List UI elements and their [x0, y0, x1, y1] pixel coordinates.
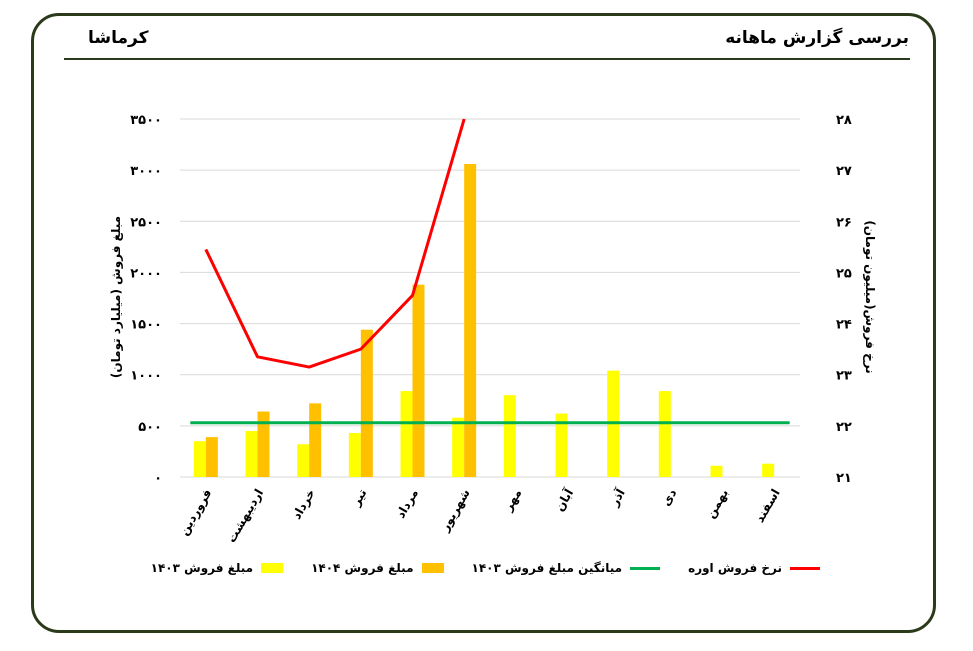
left-tick-label: ۵۰۰ — [138, 420, 162, 435]
left-tick-label: ۲۰۰۰ — [130, 266, 162, 281]
legend-label-avg-1403: میانگین مبلغ فروش ۱۴۰۳ — [471, 561, 623, 575]
left-tick-label: ۱۵۰۰ — [130, 318, 162, 333]
right-tick-label: ۲۶ — [836, 215, 852, 230]
bar-sales-1404 — [464, 164, 477, 477]
line-series — [190, 118, 790, 425]
category-label: شهریور — [437, 486, 474, 534]
report-frame — [31, 13, 936, 633]
page-title: بررسی گزارش ماهانه — [725, 28, 909, 48]
legend-swatch-urea-rate — [790, 566, 820, 570]
right-axis-ticks: ۲۱ ۲۲ ۲۳ ۲۴ ۲۵ ۲۶ ۲۷ ۲۸ — [836, 113, 852, 486]
category-label: خرداد — [289, 487, 317, 522]
legend-label-sales-1403: مبلغ فروش ۱۴۰۳ — [150, 561, 254, 575]
bar-sales-1403 — [348, 433, 361, 477]
bar-sales-1404 — [205, 437, 218, 477]
legend-swatch-sales-1404 — [421, 563, 444, 573]
legend-label-sales-1404: مبلغ فروش ۱۴۰۴ — [311, 561, 414, 575]
category-labels: فروردین اردیبهشت خرداد تیر مرداد شهریور مهر آبا… — [177, 485, 783, 545]
category-label: آبان — [551, 485, 576, 514]
category-label: تیر — [348, 487, 369, 509]
legend-swatch-avg-1403 — [630, 566, 661, 570]
right-tick-label: ۲۳ — [836, 369, 852, 384]
left-axis-ticks: ۰ ۵۰۰ ۱۰۰۰ ۱۵۰۰ ۲۰۰۰ ۲۵۰۰ ۳۰۰۰ ۳۵۰۰ — [130, 113, 162, 486]
bar-sales-1403 — [658, 391, 671, 477]
bar-sales-1403 — [452, 417, 465, 477]
legend-item-sales-1403: مبلغ فروش ۱۴۰۳ — [150, 561, 284, 575]
legend-item-avg-1403: میانگین مبلغ فروش ۱۴۰۳ — [472, 561, 661, 575]
legend-item-urea-rate: نرخ فروش اوره — [688, 561, 820, 575]
line-urea-rate — [204, 118, 466, 369]
left-tick-label: ۰ — [154, 471, 162, 486]
bar-sales-1403 — [193, 441, 206, 477]
left-tick-label: ۳۵۰۰ — [130, 113, 162, 128]
category-label: آذر — [606, 485, 629, 509]
bar-sales-1403 — [245, 430, 258, 477]
legend-swatch-sales-1403 — [261, 563, 284, 573]
left-axis-title: مبلغ فروش (میلیارد تومان) — [109, 216, 124, 378]
category-label: مهر — [500, 487, 524, 515]
bar-sales-1404 — [360, 329, 373, 477]
category-label: بهمن — [703, 487, 731, 521]
bar-sales-1404 — [257, 411, 270, 477]
header-divider — [64, 58, 910, 60]
company-name: کرماشا — [88, 28, 149, 48]
right-tick-label: ۲۷ — [836, 164, 852, 179]
right-tick-label: ۲۵ — [836, 266, 852, 281]
gridlines — [180, 118, 800, 478]
right-tick-label: ۲۴ — [836, 318, 852, 333]
right-tick-label: ۲۸ — [836, 113, 852, 128]
bar-sales-1404 — [412, 284, 425, 477]
category-label: اسفند — [752, 487, 782, 526]
right-tick-label: ۲۱ — [836, 471, 852, 486]
left-tick-label: ۱۰۰۰ — [130, 369, 162, 384]
bar-sales-1403 — [297, 444, 310, 477]
bar-sales-1403 — [555, 413, 568, 477]
category-label: مرداد — [393, 487, 421, 521]
bar-series — [193, 164, 775, 477]
legend-item-sales-1404: مبلغ فروش ۱۴۰۴ — [311, 561, 444, 575]
left-tick-label: ۳۰۰۰ — [130, 164, 162, 179]
category-label: اردیبهشت — [224, 487, 266, 545]
chart-legend: نرخ فروش اوره میانگین مبلغ فروش ۱۴۰۳ مبل… — [151, 558, 820, 578]
legend-label-urea-rate: نرخ فروش اوره — [688, 561, 782, 575]
right-tick-label: ۲۲ — [836, 420, 852, 435]
bar-sales-1404 — [309, 403, 322, 477]
left-tick-label: ۲۵۰۰ — [130, 215, 162, 230]
bar-sales-1403 — [503, 395, 516, 477]
right-axis-title: نرخ فروش(میلیون تومان) — [862, 220, 877, 373]
bar-sales-1403 — [400, 391, 413, 477]
category-label: دی — [659, 487, 680, 509]
bar-sales-1403 — [710, 465, 723, 477]
bar-sales-1403 — [762, 463, 775, 477]
category-label: فروردین — [177, 487, 216, 539]
